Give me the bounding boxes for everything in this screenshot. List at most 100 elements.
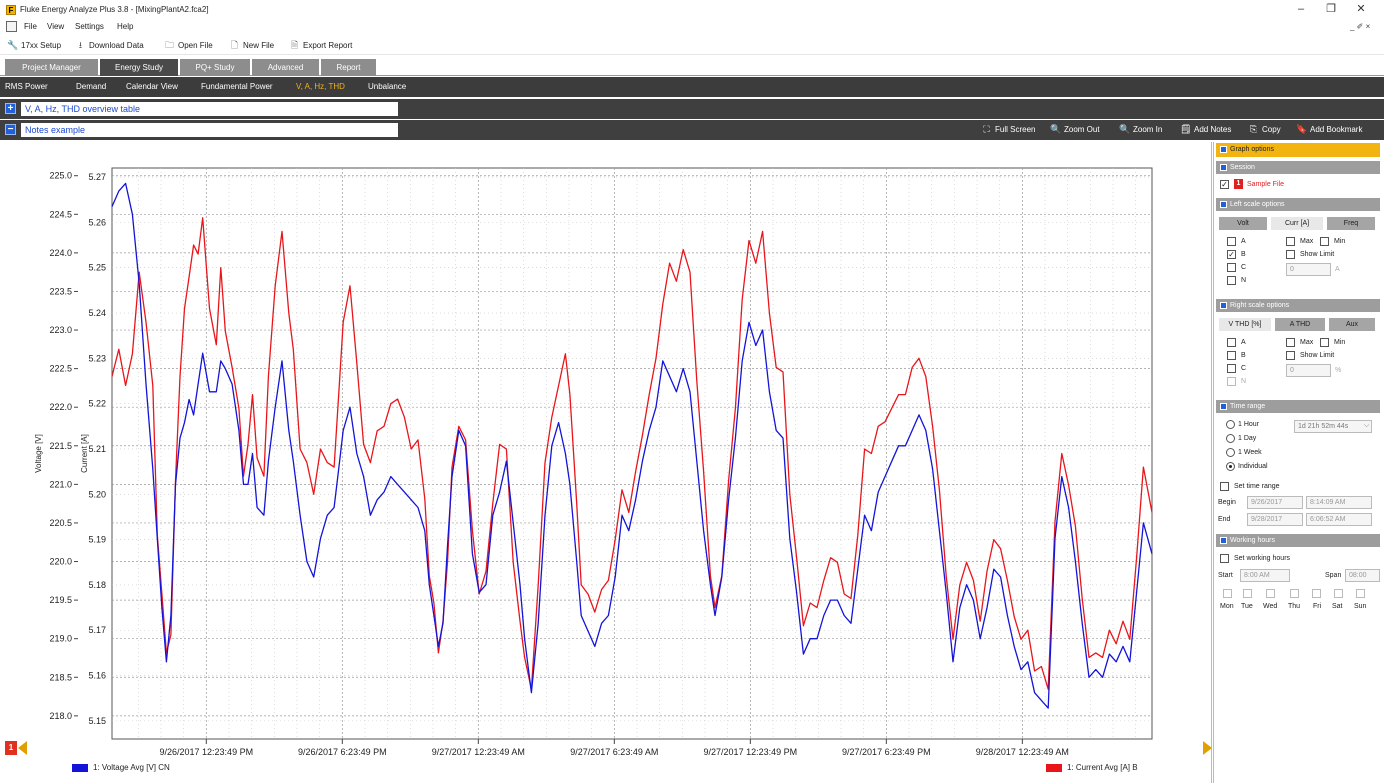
begin-time-input[interactable]: 8:14:09 AM xyxy=(1306,496,1372,509)
graph-options-header[interactable]: Graph options xyxy=(1216,143,1380,157)
menu-view[interactable]: View xyxy=(47,22,65,31)
tab-report[interactable]: Report xyxy=(321,59,376,76)
download-data-button[interactable]: ⭳ Download Data xyxy=(75,38,144,52)
zoom-out-button[interactable]: 🔍 Zoom Out xyxy=(1050,124,1100,135)
left-phase-b-checkbox[interactable]: ✓ xyxy=(1227,250,1236,259)
time-range-header[interactable]: Time range xyxy=(1216,400,1380,413)
zoom-out-label: Zoom Out xyxy=(1064,125,1100,134)
tab-energy-study[interactable]: Energy Study xyxy=(100,59,178,76)
export-report-label: Export Report xyxy=(303,40,353,50)
y-current-tick-label: 5.19 xyxy=(88,535,106,545)
left-min-checkbox[interactable] xyxy=(1320,237,1329,246)
y-left-tick-label: 225.0 xyxy=(49,171,72,181)
day-tue-checkbox[interactable] xyxy=(1243,589,1252,598)
add-bookmark-button[interactable]: 🔖 Add Bookmark xyxy=(1296,124,1362,135)
left-phase-a-checkbox[interactable] xyxy=(1227,237,1236,246)
subtab-calendar-view[interactable]: Calendar View xyxy=(126,82,178,91)
radio-1-day[interactable] xyxy=(1226,434,1235,443)
tab-advanced[interactable]: Advanced xyxy=(252,59,319,76)
close-button[interactable]: ✕ xyxy=(1356,3,1366,15)
chart-area[interactable]: 225.0 224.5 224.0 223.5 223.0 222.5 222.0 221.5… xyxy=(0,142,1212,783)
set-time-range-checkbox[interactable] xyxy=(1220,482,1229,491)
day-thu-checkbox[interactable] xyxy=(1290,589,1299,598)
day-mon-checkbox[interactable] xyxy=(1223,589,1232,598)
subtab-rms-power[interactable]: RMS Power xyxy=(5,82,48,91)
copy-button[interactable]: ⎘ Copy xyxy=(1248,124,1281,135)
left-tab-curr[interactable]: Curr [A] xyxy=(1271,217,1323,230)
radio-individual[interactable] xyxy=(1226,462,1235,471)
right-show-limit-checkbox[interactable] xyxy=(1286,351,1295,360)
left-tab-freq[interactable]: Freq xyxy=(1327,217,1375,230)
day-sun-checkbox[interactable] xyxy=(1356,589,1365,598)
legend-voltage[interactable]: 1: Voltage Avg [V] CN xyxy=(72,763,170,772)
time-span-select[interactable]: 1d 21h 52m 44s xyxy=(1294,420,1372,433)
add-notes-button[interactable]: 🗒 Add Notes xyxy=(1180,124,1231,135)
left-show-limit-checkbox[interactable] xyxy=(1286,250,1295,259)
full-screen-button[interactable]: ⛶ Full Screen xyxy=(981,124,1035,135)
zoom-in-button[interactable]: 🔍 Zoom In xyxy=(1119,124,1162,135)
collapse-icon[interactable]: − xyxy=(5,124,16,135)
end-date-input[interactable]: 9/28/2017 xyxy=(1247,513,1303,526)
right-scale-header[interactable]: Right scale options xyxy=(1216,299,1380,312)
menu-help[interactable]: Help xyxy=(117,22,134,31)
right-phase-c-checkbox[interactable] xyxy=(1227,364,1236,373)
menu-settings[interactable]: Settings xyxy=(75,22,104,31)
tab-project-manager[interactable]: Project Manager xyxy=(5,59,98,76)
working-hours-header[interactable]: Working hours xyxy=(1216,534,1380,547)
right-phase-n-checkbox[interactable] xyxy=(1227,377,1236,386)
subtab-unbalance[interactable]: Unbalance xyxy=(368,82,407,91)
right-max-checkbox[interactable] xyxy=(1286,338,1295,347)
restore-button[interactable]: ❐ xyxy=(1326,3,1336,15)
open-file-button[interactable]: 🗀 Open File xyxy=(164,38,213,52)
end-time-input[interactable]: 6:06:52 AM xyxy=(1306,513,1372,526)
overview-table-title[interactable]: V, A, Hz, THD overview table xyxy=(21,102,398,116)
right-tab-athd[interactable]: A THD xyxy=(1275,318,1325,331)
right-phase-a-checkbox[interactable] xyxy=(1227,338,1236,347)
day-sat-checkbox[interactable] xyxy=(1334,589,1343,598)
mdi-window-controls[interactable]: _ ✐ × xyxy=(1350,22,1371,31)
right-limit-input[interactable]: 0 xyxy=(1286,364,1331,377)
tab-pq-study[interactable]: PQ+ Study xyxy=(180,59,250,76)
subtab-v-a-hz-thd[interactable]: V, A, Hz, THD xyxy=(296,82,345,91)
right-phase-b-checkbox[interactable] xyxy=(1227,351,1236,360)
legend-current[interactable]: 1: Current Avg [A] B xyxy=(1046,763,1138,772)
left-phase-c-label: C xyxy=(1241,264,1247,271)
arrow-right-icon[interactable] xyxy=(1203,741,1212,755)
right-min-checkbox[interactable] xyxy=(1320,338,1329,347)
radio-1-week[interactable] xyxy=(1226,448,1235,457)
left-phase-c-checkbox[interactable] xyxy=(1227,263,1236,272)
document-icon[interactable] xyxy=(6,21,17,32)
left-phase-n-checkbox[interactable] xyxy=(1227,276,1236,285)
notes-title[interactable]: Notes example xyxy=(21,123,398,137)
left-max-checkbox[interactable] xyxy=(1286,237,1295,246)
sample-file-checkbox[interactable]: ✓ xyxy=(1220,180,1229,189)
export-report-button[interactable]: 🗎 Export Report xyxy=(289,38,352,52)
menu-file[interactable]: File xyxy=(24,22,37,31)
line-chart[interactable]: 225.0 224.5 224.0 223.5 223.0 222.5 222.0 221.5… xyxy=(0,142,1212,782)
left-scale-header[interactable]: Left scale options xyxy=(1216,198,1380,211)
day-fri-checkbox[interactable] xyxy=(1312,589,1321,598)
right-tab-vthd[interactable]: V THD [%] xyxy=(1219,318,1271,331)
session-header[interactable]: Session xyxy=(1216,161,1380,174)
setup-button[interactable]: 🔧 17xx Setup xyxy=(7,38,61,52)
minimize-button[interactable]: – xyxy=(1297,3,1305,15)
radio-1-hour[interactable] xyxy=(1226,420,1235,429)
arrow-left-icon[interactable] xyxy=(18,741,27,755)
start-time-input[interactable]: 8:00 AM xyxy=(1240,569,1290,582)
chart-nav-left[interactable]: 1 xyxy=(5,741,29,755)
time-range-title: Time range xyxy=(1230,403,1266,410)
left-tab-volt[interactable]: Volt xyxy=(1219,217,1267,230)
y-left-tick-label: 224.0 xyxy=(49,248,72,258)
subtab-fundamental-power[interactable]: Fundamental Power xyxy=(201,82,273,91)
new-file-button[interactable]: 🗋 New File xyxy=(229,38,274,52)
series-line-current xyxy=(111,217,1153,690)
subtab-demand[interactable]: Demand xyxy=(76,82,107,91)
right-tab-aux[interactable]: Aux xyxy=(1329,318,1375,331)
set-working-hours-checkbox[interactable] xyxy=(1220,554,1229,563)
span-input[interactable]: 08:00 xyxy=(1345,569,1380,582)
expand-icon[interactable]: + xyxy=(5,103,16,114)
x-tick-label: 9/26/2017 6:23:49 PM xyxy=(298,747,387,757)
left-limit-input[interactable]: 0 xyxy=(1286,263,1331,276)
day-wed-checkbox[interactable] xyxy=(1266,589,1275,598)
begin-date-input[interactable]: 9/26/2017 xyxy=(1247,496,1303,509)
